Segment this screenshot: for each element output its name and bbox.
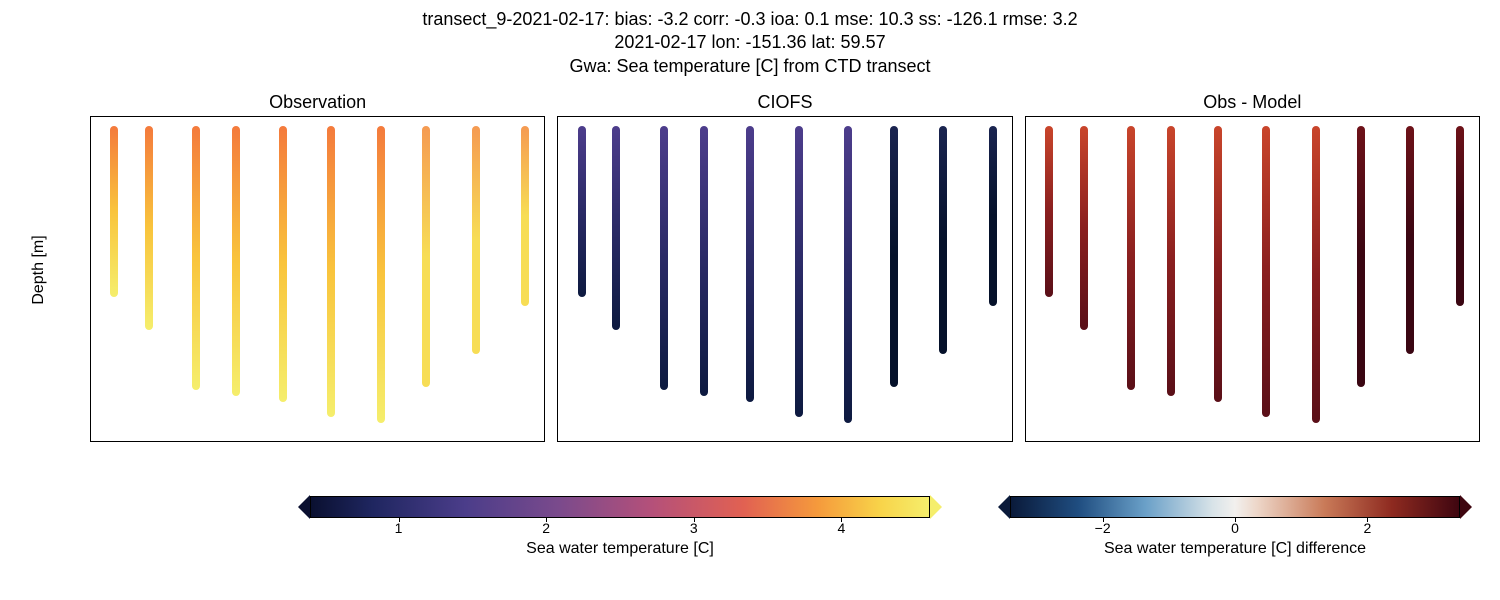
y-tick-mark [90,125,91,126]
panel-ciofs: CIOFS01234along-transect distance [km] [557,92,1012,442]
colorbar-gradient [1010,496,1460,518]
colorbar-cap-right [930,495,942,519]
colorbar-tick-label: 0 [1231,520,1239,536]
x-tick-mark [322,441,323,442]
cast-profile [700,126,708,396]
cast-profile [145,126,153,330]
cast-profile [232,126,240,396]
x-tick-mark [790,441,791,442]
x-tick-mark [579,441,580,442]
cast-profile [989,126,997,306]
colorbar-cap-left [998,495,1010,519]
cast-profile [844,126,852,423]
x-tick-mark [217,441,218,442]
x-tick-mark [533,441,534,442]
cast-profile [1214,126,1222,402]
cast-profile [939,126,947,354]
panel-title: CIOFS [557,92,1012,116]
x-tick-mark [1363,441,1364,442]
plot-area: 0−20−40−60−80−10001234along-transect dis… [90,116,545,442]
colorbar-row: 1 2 3 4 Sea water temperature [C] −2 0 2 Sea wat… [0,496,1500,566]
colorbar-tick-label: −2 [1095,520,1111,536]
panel-title: Observation [90,92,545,116]
cast-profile [279,126,287,402]
x-tick-mark [428,441,429,442]
y-axis-label: Depth [m] [30,235,48,304]
x-tick-mark [895,441,896,442]
cast-profile [1456,126,1464,306]
plot-area: 01234along-transect distance [km] [1025,116,1480,442]
title-line-2: 2021-02-17 lon: -151.36 lat: 59.57 [0,31,1500,54]
cast-profile [377,126,385,423]
cast-profile [1167,126,1175,396]
y-tick-mark [90,186,91,187]
cast-profile [795,126,803,417]
colorbar-cap-left [298,495,310,519]
colorbar-tick-label: 4 [838,520,846,536]
cast-profile [521,126,529,306]
title-line-3: Gwa: Sea temperature [C] from CTD transe… [0,55,1500,78]
cast-profile [1045,126,1053,297]
colorbar-gradient [310,496,930,518]
cast-profile [1262,126,1270,417]
cast-profile [1080,126,1088,330]
x-tick-mark [1046,441,1047,442]
panel-title: Obs - Model [1025,92,1480,116]
cast-profile [660,126,668,390]
x-tick-mark [684,441,685,442]
colorbar-tick-label: 1 [395,520,403,536]
figure: transect_9-2021-02-17: bias: -3.2 corr: … [0,0,1500,600]
cast-profile [327,126,335,417]
cast-profile [192,126,200,390]
colorbar-tick-label: 2 [542,520,550,536]
x-tick-mark [1257,441,1258,442]
y-tick-mark [90,426,91,427]
plot-area: 01234along-transect distance [km] [557,116,1012,442]
cast-profile [1127,126,1135,390]
panel-obs---model: Obs - Model01234along-transect distance … [1025,92,1480,442]
figure-title: transect_9-2021-02-17: bias: -3.2 corr: … [0,8,1500,78]
cast-profile [1406,126,1414,354]
colorbar-left: 1 2 3 4 Sea water temperature [C] [310,496,930,556]
colorbar-tick-label: 2 [1363,520,1371,536]
cast-profile [578,126,586,297]
cast-profile [110,126,118,297]
colorbar-cap-right [1460,495,1472,519]
title-line-1: transect_9-2021-02-17: bias: -3.2 corr: … [0,8,1500,31]
x-tick-mark [1468,441,1469,442]
y-tick-mark [90,366,91,367]
panel-observation: Observation0−20−40−60−80−10001234along-t… [90,92,545,442]
cast-profile [472,126,480,354]
x-tick-mark [1152,441,1153,442]
cast-profile [746,126,754,402]
panel-row: Observation0−20−40−60−80−10001234along-t… [90,92,1480,442]
cast-profile [1357,126,1365,387]
colorbar-tick-label: 3 [690,520,698,536]
cast-profile [890,126,898,387]
x-tick-mark [1001,441,1002,442]
cast-profile [1312,126,1320,423]
cast-profile [612,126,620,330]
colorbar-right: −2 0 2 Sea water temperature [C] difference [1010,496,1460,556]
y-tick-mark [90,246,91,247]
colorbar-label: Sea water temperature [C] [310,540,930,558]
colorbar-label: Sea water temperature [C] difference [1010,540,1460,558]
cast-profile [422,126,430,387]
x-tick-mark [112,441,113,442]
y-tick-mark [90,306,91,307]
